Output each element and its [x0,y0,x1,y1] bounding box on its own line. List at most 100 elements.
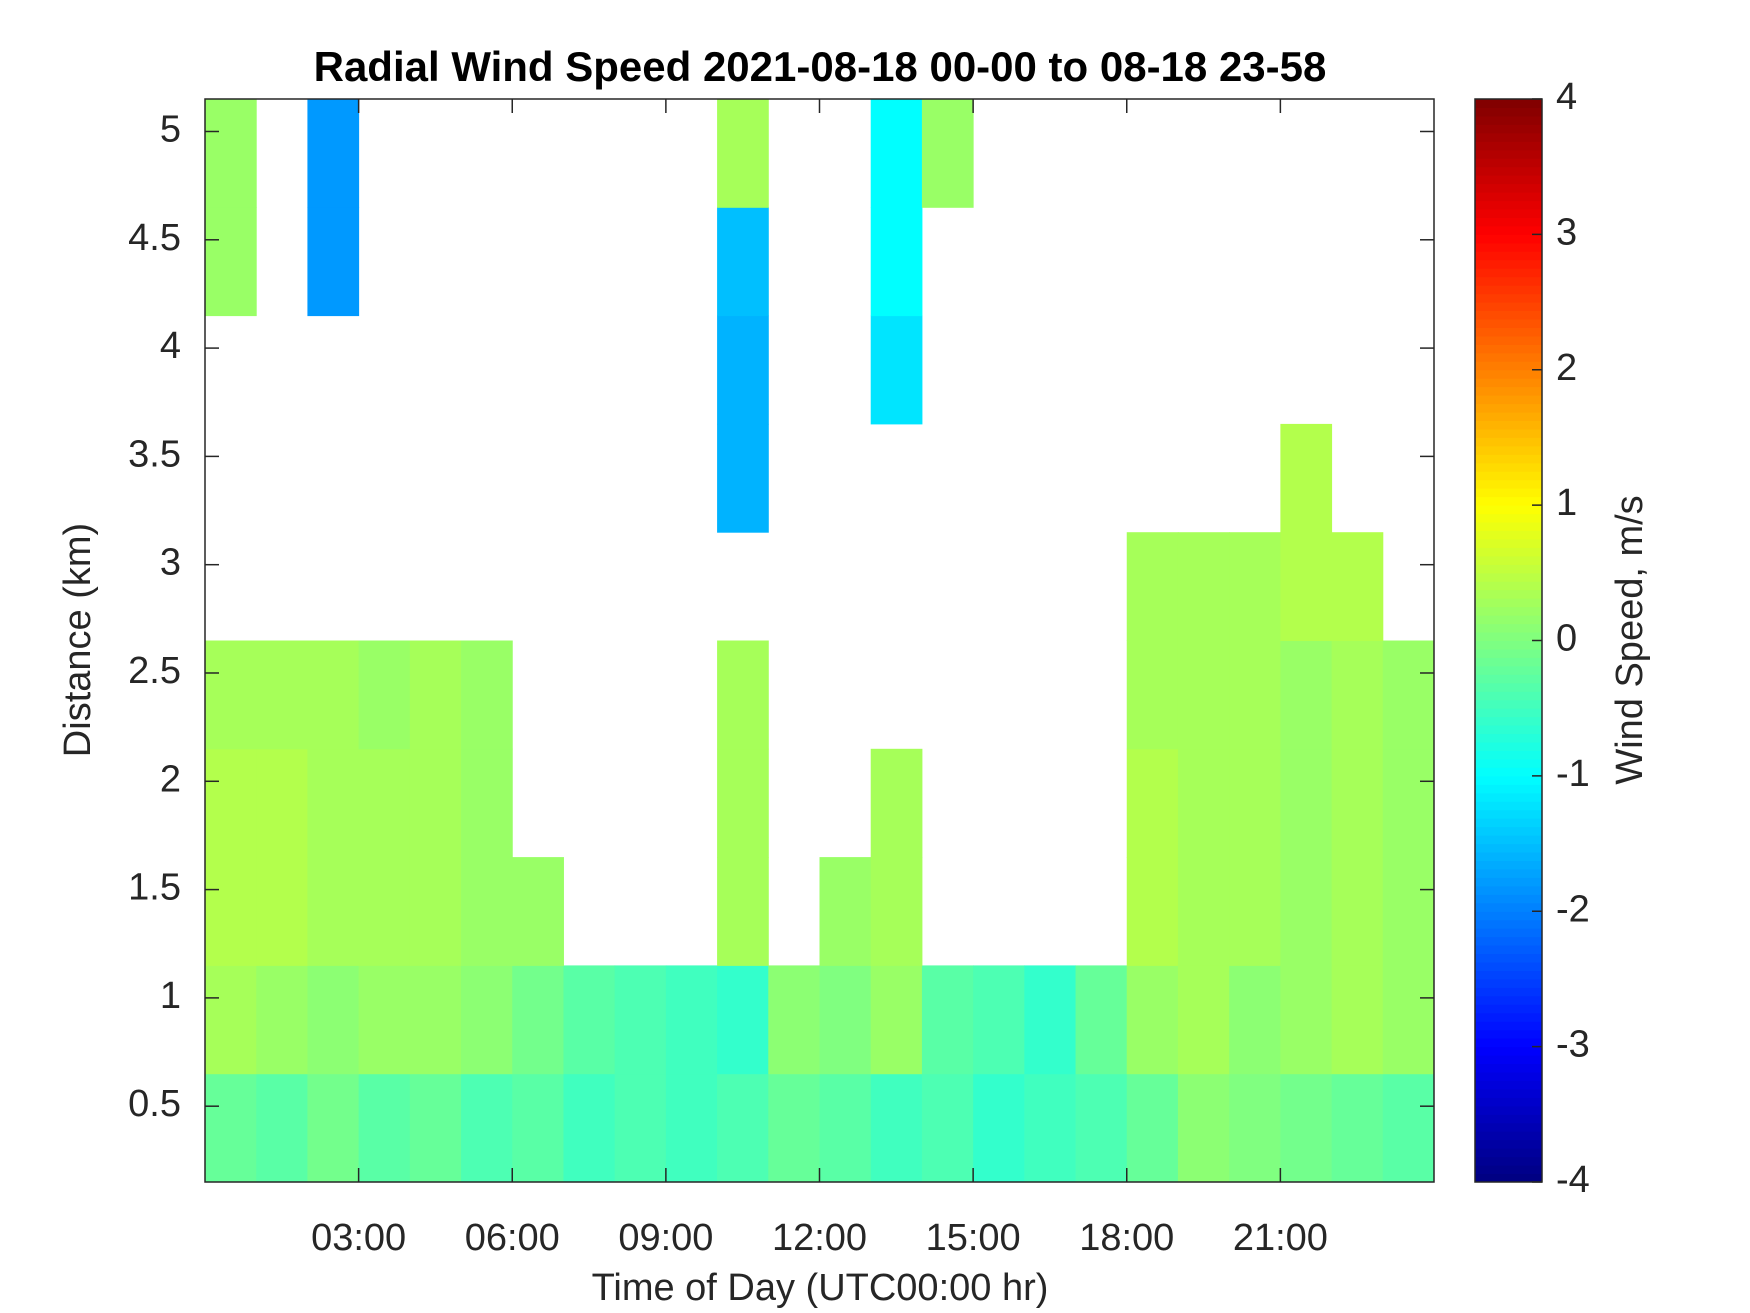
x-axis-label: Time of Day (UTC00:00 hr) [592,1267,1049,1309]
colorbar-swatch [1475,437,1542,447]
heatmap-cell [461,1073,513,1183]
colorbar-swatch [1475,1021,1542,1031]
heatmap-cell [870,207,923,317]
colorbar-swatch [1475,251,1542,261]
heatmap-cell [358,1073,411,1183]
colorbar-swatch [1475,674,1542,684]
heatmap-cell [1382,748,1435,858]
heatmap-cell [1177,532,1230,641]
heatmap-cell [1331,1073,1384,1183]
colorbar-swatch [1475,826,1542,836]
heatmap-cell [1126,532,1179,641]
heatmap-cell [665,1073,718,1183]
colorbar-swatch [1475,928,1542,938]
heatmap-cell [1382,640,1435,750]
heatmap-cell [256,640,308,750]
colorbar-swatch [1475,657,1542,667]
heatmap-cell [1075,965,1128,1075]
colorbar-swatch [1475,894,1542,904]
colorbar-tick-label: 2 [1556,347,1577,389]
heatmap-cell [1075,1073,1128,1183]
colorbar-swatch [1475,488,1542,498]
colorbar-swatch [1475,445,1542,455]
heatmap-cell [205,965,257,1075]
heatmap-cell [921,965,974,1075]
colorbar-swatch [1475,310,1542,320]
colorbar-swatch [1475,242,1542,252]
heatmap-cell [205,207,257,317]
heatmap-cell [256,1073,308,1183]
colorbar-tick-label: -1 [1556,753,1590,795]
colorbar-swatch [1475,149,1542,159]
colorbar-swatch [1475,877,1542,887]
heatmap-cell [1280,1073,1333,1183]
heatmap-cell [1126,857,1179,966]
colorbar-swatch [1475,953,1542,963]
colorbar-swatch [1475,970,1542,980]
colorbar-swatch [1475,471,1542,481]
colorbar-swatch [1475,479,1542,489]
heatmap-cell [717,99,769,208]
colorbar-swatch [1475,1122,1542,1132]
heatmap-cell [1382,1073,1435,1183]
colorbar-swatch [1475,1038,1542,1048]
x-tick-label: 06:00 [465,1217,560,1259]
colorbar-swatch [1475,302,1542,312]
colorbar-swatch [1475,1173,1542,1183]
heatmap-cell [1024,1073,1077,1183]
heatmap-cell [1177,640,1230,750]
heatmap-cell [819,965,872,1075]
colorbar-swatch [1475,496,1542,506]
colorbar-swatch [1475,505,1542,515]
heatmap-cell [307,965,360,1075]
colorbar-swatch [1475,369,1542,379]
heatmap-cell [358,640,411,750]
colorbar-swatch [1475,225,1542,235]
colorbar-swatch [1475,699,1542,709]
heatmap-cell [409,965,462,1075]
heatmap-cell [1229,857,1281,966]
colorbar-swatch [1475,691,1542,701]
heatmap-cell [1229,640,1281,750]
colorbar-swatch [1475,378,1542,388]
colorbar-swatch [1475,1063,1542,1073]
heatmap-cell [358,857,411,966]
heatmap-cell [358,965,411,1075]
y-tick-label: 1 [160,975,181,1017]
colorbar-swatch [1475,335,1542,345]
heatmap-cell [205,857,257,966]
colorbar-swatch [1475,640,1542,650]
colorbar-swatch [1475,725,1542,735]
colorbar-swatch [1475,234,1542,244]
colorbar-label: Wind Speed, m/s [1609,495,1651,784]
heatmap-cell [461,748,513,858]
heatmap-cell [1126,965,1179,1075]
heatmap-cell [717,207,769,317]
heatmap-cell [307,640,360,750]
colorbar-swatch [1475,141,1542,151]
y-tick-label: 4 [160,325,181,367]
colorbar-tick-label: 1 [1556,482,1577,524]
heatmap-cell [409,857,462,966]
colorbar-swatch [1475,124,1542,134]
heatmap-cell [1229,532,1281,641]
colorbar-swatch [1475,945,1542,955]
x-tick-label: 15:00 [926,1217,1021,1259]
colorbar-swatch [1475,352,1542,362]
heatmap-cell [717,965,769,1075]
colorbar-swatch [1475,462,1542,472]
colorbar-swatch [1475,623,1542,633]
heatmap-cell [1280,965,1333,1075]
colorbar-swatch [1475,742,1542,751]
colorbar-swatch [1475,860,1542,870]
colorbar-swatch [1475,208,1542,218]
heatmap-cell [1280,640,1333,750]
colorbar-tick-label: -4 [1556,1159,1590,1201]
colorbar-swatch [1475,962,1542,971]
colorbar-swatch [1475,395,1542,405]
colorbar-swatch [1475,632,1542,641]
heatmap-cell [1229,748,1281,858]
heatmap-cell [1177,748,1230,858]
colorbar-swatch [1475,99,1542,108]
